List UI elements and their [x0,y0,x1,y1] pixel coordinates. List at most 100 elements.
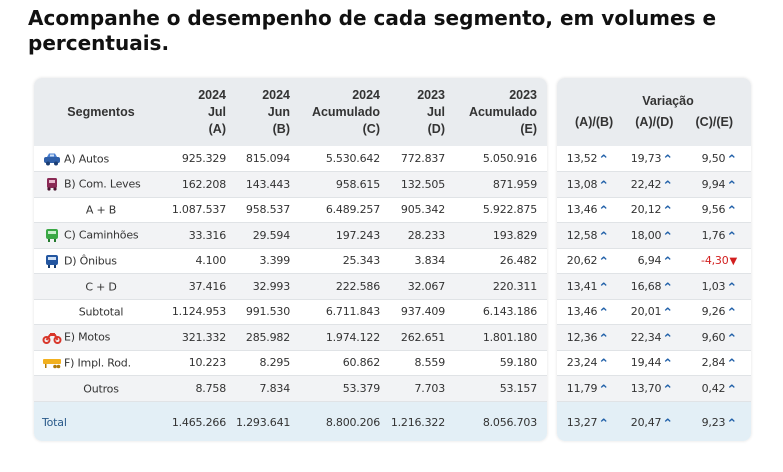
value-a: 1.087.537 [168,197,236,223]
variation-ce: 9,23⌃ [687,401,751,441]
header-segmentos: Segmentos [67,104,135,119]
value-b: 143.443 [236,171,300,198]
total-value-b: 1.293.641 [236,415,291,429]
headline: Acompanhe o desempenho de cada segmento,… [28,6,717,55]
value-c: 6.489.257 [300,197,390,223]
value-b: 991.530 [236,299,300,325]
arrow-up-icon: ⌃ [598,255,609,271]
arrow-up-icon: ⌃ [598,331,609,347]
table-row: A + B 1.087.537 958.537 6.489.257 905.342 5.9… [34,197,547,223]
segment-cell: D) Ônibus [34,248,168,274]
variation-ad: 22,42⌃ [623,171,687,198]
variation-value: 2,84 [701,356,726,370]
arrow-up-icon: ⌃ [598,306,609,322]
value-b: 29.594 [236,222,300,249]
variation-value: 9,56 [701,203,726,217]
value-c: 222.586 [300,273,390,300]
value-a: 1.124.953 [168,299,236,325]
header-c: 2024 Acumulado (C) [311,87,380,136]
arrow-up-icon: ⌃ [662,306,673,322]
arrow-up-icon: ⌃ [726,416,738,432]
arrow-up-icon: ⌃ [598,178,609,194]
segment-label: E) Motos [64,330,111,344]
variation-ab: 12,36⌃ [557,324,623,351]
value-a: 33.316 [168,222,236,249]
total-row: Total 1.465.266 1.293.641 8.800.206 1.216.32… [34,401,547,441]
arrow-up-icon: ⌃ [598,416,609,432]
segment-label: Subtotal [78,305,124,319]
segment-label: C + D [85,280,117,293]
total-label: Total [42,415,67,429]
arrow-up-icon: ⌃ [726,204,738,220]
value-c: 6.711.843 [300,299,390,325]
variation-ad: 13,70⌃ [623,375,687,402]
value-e: 59.180 [455,350,547,376]
arrow-up-icon: ⌃ [662,280,673,296]
segment-label: C) Caminhões [64,228,139,242]
segment-label: D) Ônibus [64,254,117,268]
value-e: 6.143.186 [455,299,547,325]
arrow-up-icon: ⌃ [726,331,738,347]
arrow-up-icon: ⌃ [662,382,673,398]
value-d: 7.703 [390,375,455,402]
value-d: 3.834 [390,248,455,274]
variation-ad: 18,00⌃ [623,222,687,249]
arrow-up-icon: ⌃ [726,178,738,194]
table-row: C) Caminhões 33.316 29.594 197.243 28.233 193… [34,222,547,249]
variation-ab: 23,24⌃ [557,350,623,376]
variation-value: 0,42 [701,381,726,395]
arrow-up-icon: ⌃ [726,357,738,373]
value-a: 925.329 [168,146,236,172]
arrow-up-icon: ⌃ [662,229,673,245]
segment-cell: E) Motos [34,324,168,351]
variation-ce: 0,42⌃ [687,375,751,402]
table-row: 13,52⌃ 19,73⌃ 9,50⌃ [557,146,751,172]
value-a: 321.332 [168,324,236,351]
variation-table: Variação (A)/(B) (A)/(D) (C)/(E) 13,52⌃ 1… [557,78,751,441]
value-e: 5.922.875 [455,197,547,223]
segment-cell: C + D [34,273,168,300]
table-row: C + D 37.416 32.993 222.586 32.067 220.311 [34,273,547,300]
table-row: 23,24⌃ 19,44⌃ 2,84⌃ [557,350,751,376]
table-row: D) Ônibus 4.100 3.399 25.343 3.834 26.482 [34,248,547,274]
segment-cell: F) Impl. Rod. [34,350,168,376]
value-b: 285.982 [236,324,300,351]
arrow-up-icon: ⌃ [662,416,673,432]
value-b: 8.295 [236,350,300,376]
value-d: 28.233 [390,222,455,249]
value-c: 5.530.642 [300,146,390,172]
motorcycle-icon [42,330,64,345]
variation-table-panel: Variação (A)/(B) (A)/(D) (C)/(E) 13,52⌃ 1… [557,78,751,441]
value-d: 32.067 [390,273,455,300]
variation-ad: 6,94⌃ [623,248,687,274]
variation-value: 16,68 [630,279,662,293]
variation-ce: 9,50⌃ [687,146,751,172]
variation-ad: 20,01⌃ [623,299,687,325]
variation-value: 9,23 [701,415,726,429]
variation-ce: 9,94⌃ [687,171,751,198]
total-value-a: 1.465.266 [171,415,226,429]
header-a: 2024 Jul (A) [198,87,226,136]
variation-ad: 20,47⌃ [623,401,687,441]
value-d: 905.342 [390,197,455,223]
variation-ab: 13,46⌃ [557,299,623,325]
volumes-table: Segmentos 2024 Jul (A) 2024 Jun (B) 2024 Acum… [34,78,547,441]
variation-value: 22,34 [630,330,662,344]
arrow-up-icon: ⌃ [662,204,673,220]
variation-ce: 9,26⌃ [687,299,751,325]
variation-value: 18,00 [630,228,662,242]
value-d: 132.505 [390,171,455,198]
table-row: Outros 8.758 7.834 53.379 7.703 53.157 [34,375,547,402]
value-c: 60.862 [300,350,390,376]
variation-value: 6,94 [637,254,662,268]
arrow-up-icon: ⌃ [726,382,738,398]
variation-ab: 13,46⌃ [557,197,623,223]
variation-ad: 19,44⌃ [623,350,687,376]
value-e: 26.482 [455,248,547,274]
arrow-down-icon: ▼ [729,256,738,268]
value-b: 7.834 [236,375,300,402]
car-icon [42,152,64,166]
variation-value: 19,73 [630,152,662,165]
variation-value: 12,58 [566,228,598,242]
variation-ad: 20,12⌃ [623,197,687,223]
